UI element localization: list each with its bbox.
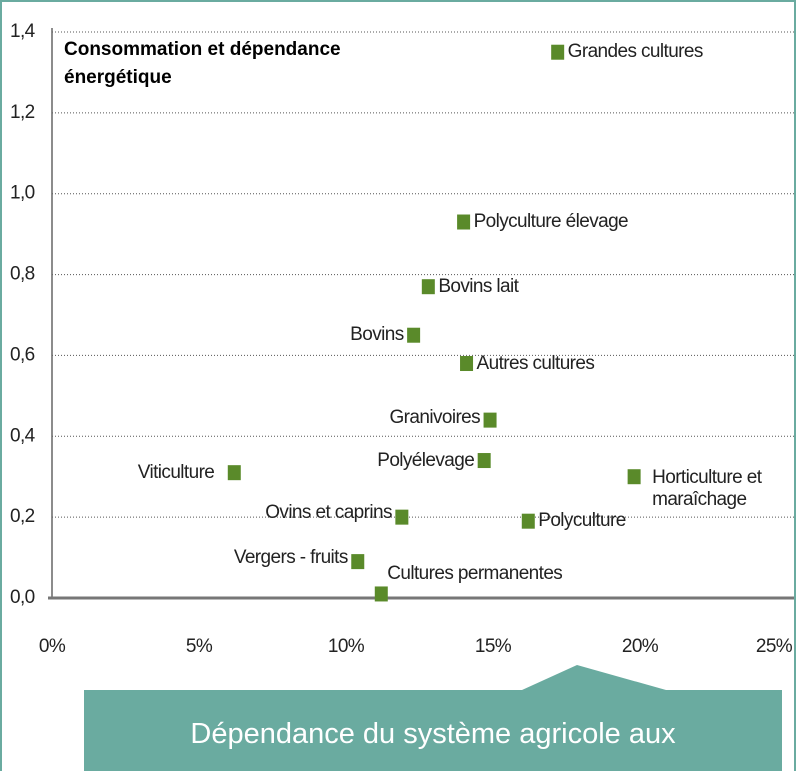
point-label: Autres cultures	[476, 352, 595, 374]
y-tick-label: 0,8	[10, 264, 35, 285]
point	[551, 44, 565, 60]
point	[407, 327, 421, 343]
x-tick-label: 5%	[186, 636, 213, 657]
point-label: Polyélevage	[377, 449, 475, 471]
x-tick-label: 20%	[622, 636, 659, 657]
point-label: Grandes cultures	[567, 41, 704, 63]
y-tick-label: 0,2	[10, 506, 35, 527]
point	[483, 412, 497, 428]
point-label: Vergers - fruits	[233, 546, 349, 568]
y-tick-label: 0,6	[10, 344, 35, 365]
point	[227, 465, 241, 481]
y-tick-label: 0,4	[10, 425, 36, 446]
point	[460, 356, 474, 372]
point-label: Polyculture élevage	[473, 211, 629, 232]
chart-title: Consommation et dépendance énergétique	[64, 36, 434, 92]
y-tick-label: 1,0	[10, 183, 35, 204]
point-label: Viticulture	[137, 461, 215, 483]
y-tick-label: 0,0	[10, 587, 35, 608]
point-label: Bovins	[350, 324, 404, 346]
point	[351, 554, 365, 570]
point	[521, 513, 535, 529]
point	[421, 279, 435, 295]
y-tick-label: 1,4	[10, 21, 36, 42]
point	[457, 214, 471, 230]
x-axis-label: Dépendance du système agricole aux	[84, 690, 782, 771]
point-label: Polyculture	[538, 510, 626, 532]
point-label: Horticulture et maraîchage	[652, 466, 762, 510]
point-label: Ovins et caprins	[265, 502, 392, 524]
point	[477, 453, 491, 469]
x-tick-label: 0%	[39, 636, 66, 657]
point-label: Granivoires	[389, 407, 481, 429]
point-label: Bovins lait	[438, 275, 519, 297]
point-label: Cultures permanentes	[387, 562, 563, 584]
point	[627, 469, 641, 485]
point	[374, 586, 388, 602]
x-tick-label: 15%	[475, 636, 512, 657]
x-tick-label: 25%	[756, 636, 793, 657]
point	[395, 509, 409, 525]
y-tick-label: 1,2	[10, 102, 35, 123]
x-tick-label: 10%	[328, 636, 365, 657]
